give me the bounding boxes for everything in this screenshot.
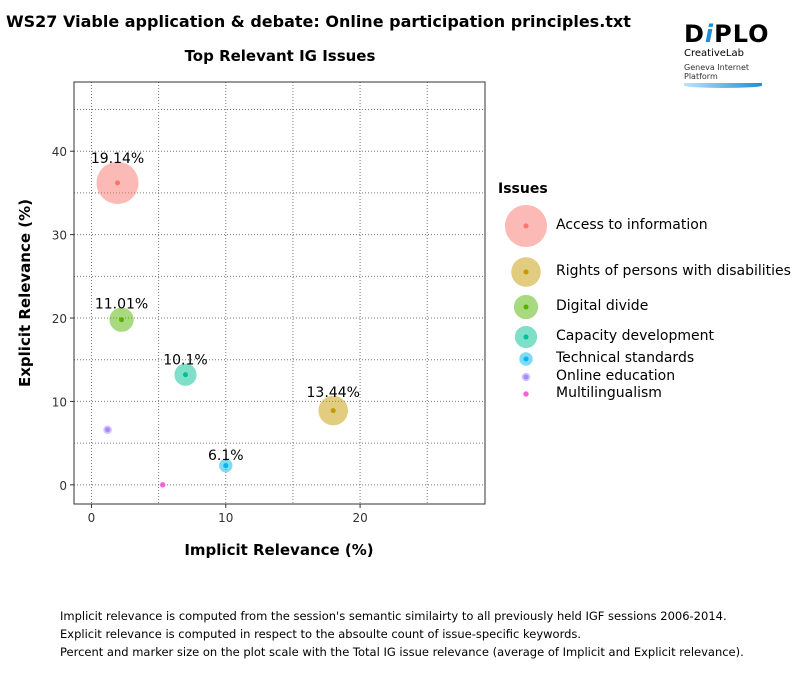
legend-label: Technical standards [556,350,695,366]
legend-key-center [523,223,529,229]
x-tick-label: 0 [88,511,96,525]
point-capacity-development: 10.1% [163,353,208,386]
legend-key-center [523,269,529,275]
y-tick-label: 0 [59,479,67,493]
axis-ticks: 0 10 20 0 10 20 30 40 [52,145,368,525]
point-online-education [103,425,112,435]
legend-label: Access to information [556,217,708,233]
legend-key-center [523,356,529,362]
legend-key-center [523,391,529,397]
legend-keys [504,204,548,397]
chart-title: Top Relevant IG Issues [184,47,376,65]
note-implicit: Implicit relevance is computed from the … [60,609,727,623]
data-label: 6.1% [208,448,244,464]
logo-line1: CreativeLab [684,48,744,59]
note-explicit: Explicit relevance is computed in respec… [60,627,582,641]
legend-title: Issues [498,181,548,197]
legend-key-center [523,374,529,380]
x-axis-label: Implicit Relevance (%) [184,541,373,559]
bubble-center [330,408,336,414]
point-multilingualism [159,481,166,488]
plot-border [73,81,486,505]
grid [74,82,485,504]
bubble-center [119,317,125,323]
legend-label: Online education [556,368,676,384]
y-tick-label: 20 [52,312,67,326]
bubble-center [115,180,121,186]
data-label: 13.44% [307,385,360,401]
bubble-center [223,463,229,469]
data-label: 11.01% [95,297,148,313]
bubble-center [105,427,111,433]
legend-label: Capacity development [556,328,714,344]
bubble-center [182,372,188,378]
diplo-logo: DiPLO CreativeLab Geneva Internet Platfo… [684,20,770,92]
legend-label: Digital divide [556,298,649,314]
logo-line2: Geneva Internet Platform [684,63,750,81]
data-label: 10.1% [163,353,207,369]
logo-brand: DiPLO [684,20,770,48]
point-rights-of-persons-with-disabilities: 13.44% [307,385,360,426]
legend-key-center [523,304,529,310]
logo-swoosh [684,83,762,88]
x-tick-label: 20 [352,511,367,525]
y-tick-label: 40 [52,145,67,159]
note-marker-size: Percent and marker size on the plot scal… [60,645,744,659]
y-tick-label: 30 [52,229,67,243]
legend-label: Rights of persons with disabilities [556,263,791,279]
y-tick-label: 10 [52,395,67,409]
y-axis-label: Explicit Relevance (%) [16,199,34,387]
point-digital-divide: 11.01% [95,297,148,332]
point-technical-standards: 6.1% [208,448,244,473]
legend-label: Multilingualism [556,385,662,401]
x-tick-label: 10 [218,511,233,525]
bubble-center [160,482,166,488]
legend-key-center [523,334,529,340]
document-title: WS27 Viable application & debate: Online… [6,12,631,31]
data-label: 19.14% [91,151,144,167]
point-access-to-information: 19.14% [91,151,144,204]
data-points: 19.14% 13.44% 11.01% 10.1% 6.1% [91,151,360,488]
